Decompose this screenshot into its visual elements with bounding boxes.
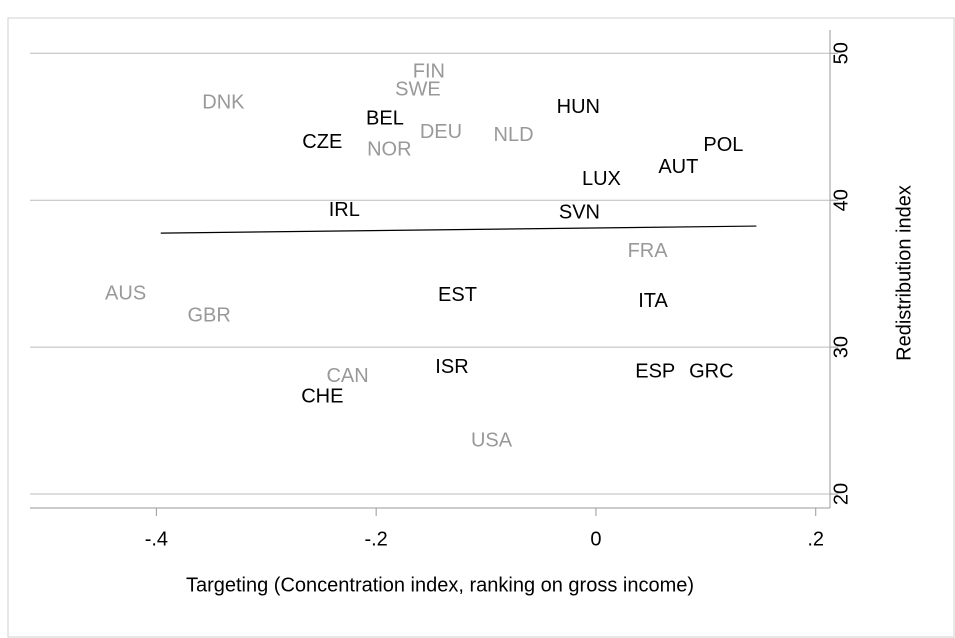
fit-line [160, 225, 757, 234]
point-label: GBR [187, 305, 230, 327]
x-tick-label: .2 [807, 528, 824, 550]
point-label: ESP [635, 360, 675, 382]
x-tick-label: 0 [590, 528, 601, 550]
point-label: DNK [202, 91, 245, 113]
point-label: LUX [582, 168, 621, 190]
point-label: POL [703, 134, 743, 156]
point-label: BEL [366, 108, 404, 130]
point-label: HUN [557, 96, 600, 118]
point-label: GRC [689, 360, 733, 382]
y-tick-label: 30 [830, 336, 852, 358]
point-label: FIN [413, 61, 445, 83]
x-axis-title: Targeting (Concentration index, ranking … [186, 574, 694, 596]
point-label: IRL [329, 199, 360, 221]
point-label: AUS [105, 283, 146, 305]
y-tick-label: 40 [830, 189, 852, 211]
point-label: CAN [326, 365, 368, 387]
point-label: EST [438, 284, 477, 306]
point-label: ISR [435, 356, 468, 378]
point-label: SVN [559, 202, 600, 224]
frame [7, 17, 955, 638]
point-label: AUT [658, 156, 698, 178]
y-tick-label: 20 [830, 483, 852, 505]
point-label: SWE [395, 78, 441, 100]
point-label: DEU [420, 121, 462, 143]
point-label: NOR [367, 139, 411, 161]
x-tick-label: -.2 [364, 528, 387, 550]
point-label: NLD [494, 124, 534, 146]
point-label: ITA [638, 290, 668, 312]
point-label: CZE [302, 131, 342, 153]
point-label: FRA [628, 240, 669, 262]
point-label: USA [471, 429, 513, 451]
point-label: CHE [301, 385, 343, 407]
y-axis-title: Redistribution index [893, 185, 915, 361]
y-tick-label: 50 [830, 42, 852, 64]
x-tick-label: -.4 [145, 528, 168, 550]
